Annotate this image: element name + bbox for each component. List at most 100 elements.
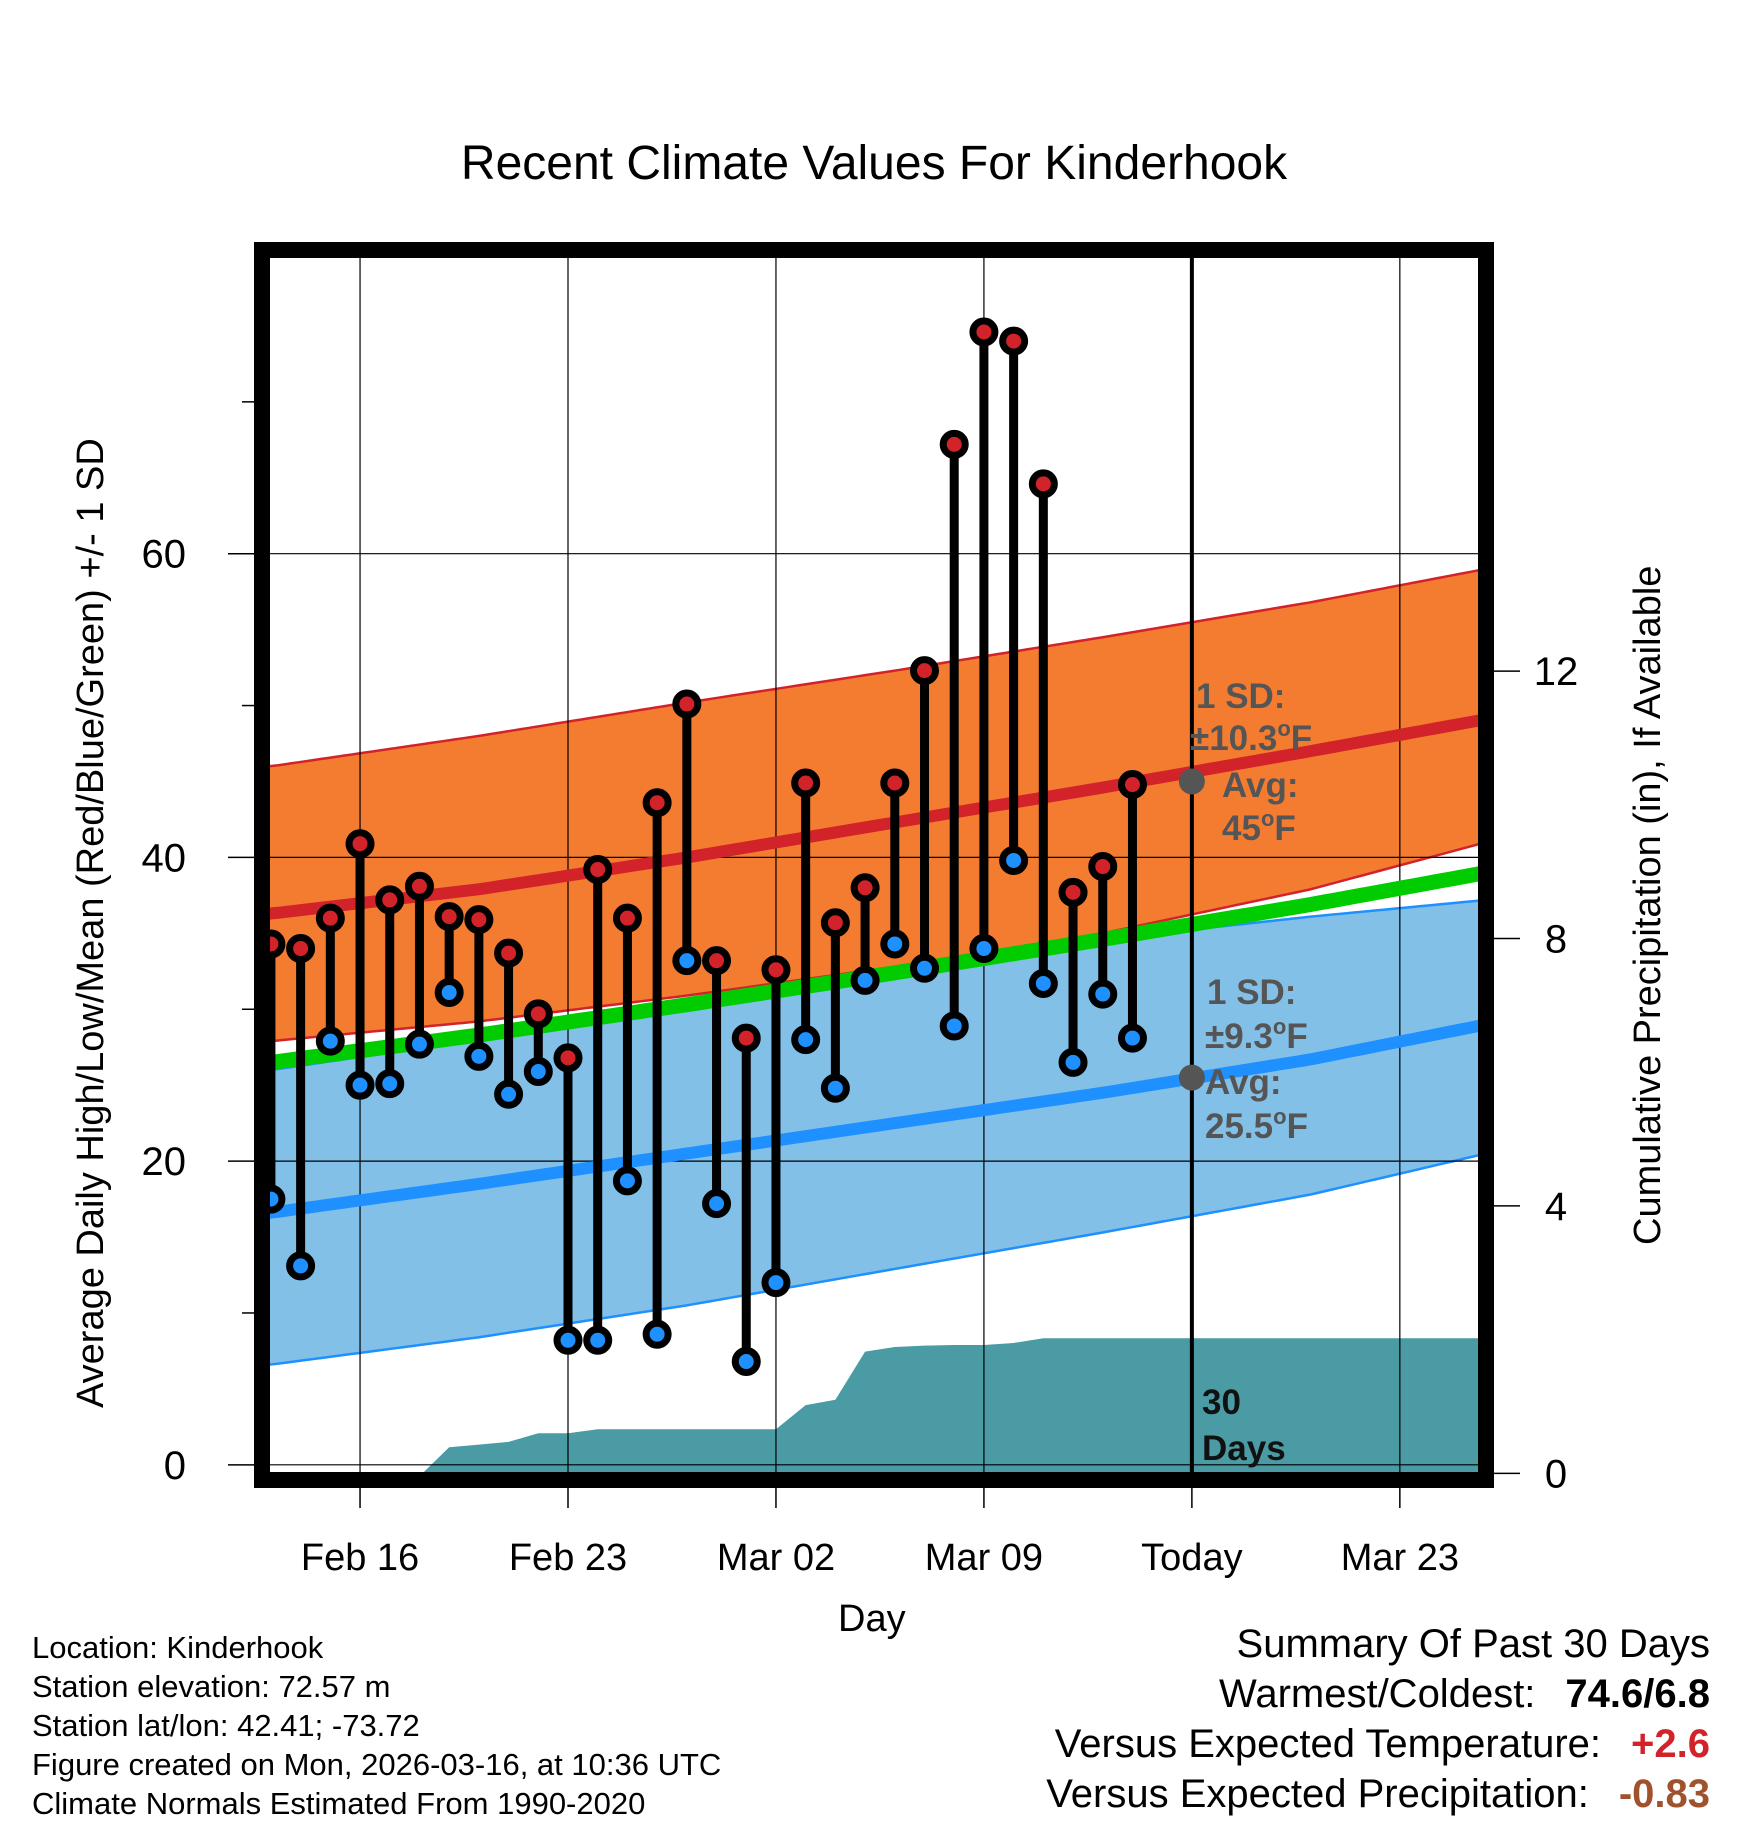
y-tick-label-right: 12 — [1534, 650, 1579, 694]
observed-high-point — [464, 905, 494, 935]
x-tick-label: Mar 02 — [717, 1537, 835, 1579]
observed-low-point — [404, 1029, 434, 1059]
observed-low-point — [642, 1319, 672, 1349]
low-avg-value: 25.5oF — [1205, 1104, 1308, 1146]
x-tick-label: Today — [1141, 1537, 1242, 1579]
observed-high-point — [880, 768, 910, 798]
x-tick-label: Feb 23 — [509, 1537, 627, 1579]
observed-low-point — [375, 1069, 405, 1099]
observed-high-point — [820, 908, 850, 938]
y-tick-label-right: 8 — [1545, 918, 1567, 962]
observed-low-point — [791, 1025, 821, 1055]
observed-low-point — [1028, 968, 1058, 998]
today-high-avg-marker — [1178, 768, 1205, 795]
observed-low-point — [731, 1347, 761, 1377]
plot-frame — [254, 242, 1494, 1488]
high-normal-line — [262, 714, 1482, 920]
observed-high-point — [1058, 877, 1088, 907]
observed-high-point — [315, 903, 345, 933]
observed-low-point — [850, 965, 880, 995]
observed-high-point — [969, 317, 999, 347]
x-tick-label: Feb 16 — [301, 1537, 419, 1579]
observed-low-point — [880, 929, 910, 959]
observed-high-point — [434, 902, 464, 932]
observed-low-point — [553, 1325, 583, 1355]
observed-high-point — [761, 955, 791, 985]
observed-low-point — [969, 934, 999, 964]
y-tick-label-left: 40 — [142, 836, 187, 880]
plot-area — [262, 250, 1486, 1480]
observed-low-point — [464, 1041, 494, 1071]
observed-low-point — [910, 953, 940, 983]
observed-low-point — [672, 946, 702, 976]
observed-high-point — [910, 656, 940, 686]
low-normal-line — [262, 1019, 1482, 1219]
low-sd-lower-edge — [262, 1153, 1481, 1366]
high-sd-upper-edge — [262, 568, 1481, 768]
temp-label: Versus Expected Temperature: — [1054, 1722, 1602, 1766]
summary-temp: Versus Expected Temperature: +2.6 — [1055, 1722, 1710, 1767]
observed-low-point — [612, 1166, 642, 1196]
low-sd-value: ±9.3oF — [1205, 1014, 1308, 1056]
observed-low-point — [702, 1189, 732, 1219]
y-tick-label-left: 60 — [142, 533, 187, 577]
days-label-line1: 30 — [1202, 1383, 1241, 1422]
observed-low-point — [1117, 1023, 1147, 1053]
low-sd-label: 1 SD: — [1207, 973, 1296, 1012]
y-tick-label-right: 0 — [1545, 1452, 1567, 1496]
observed-high-point — [791, 768, 821, 798]
created-text: Figure created on Mon, 2026-03-16, at 10… — [32, 1747, 722, 1782]
summary-heading: Summary Of Past 30 Days — [1236, 1622, 1710, 1666]
observed-high-point — [494, 938, 524, 968]
observed-low-point — [286, 1251, 316, 1281]
y-tick-label-left: 20 — [142, 1140, 187, 1184]
temp-value: +2.6 — [1631, 1722, 1710, 1766]
observed-high-point — [345, 829, 375, 859]
y-tick-label-right: 4 — [1545, 1185, 1567, 1229]
observed-low-point — [999, 845, 1029, 875]
y-tick-label-left: 0 — [164, 1444, 186, 1488]
observed-high-point — [939, 429, 969, 459]
latlon-text: Station lat/lon: 42.41; -73.72 — [32, 1708, 420, 1743]
observed-low-point — [820, 1073, 850, 1103]
precip-value: -0.83 — [1618, 1772, 1710, 1816]
chart-title: Recent Climate Values For Kinderhook — [460, 137, 1288, 190]
x-tick-label: Mar 23 — [1341, 1537, 1459, 1579]
footer-metadata: Location: Kinderhook Station elevation: … — [32, 1628, 721, 1823]
observed-high-point — [375, 885, 405, 915]
observed-high-point — [523, 999, 553, 1029]
observed-high-point — [850, 873, 880, 903]
observed-high-point — [1088, 852, 1118, 882]
warm-cold-value: 74.6/6.8 — [1565, 1672, 1710, 1716]
normals-text: Climate Normals Estimated From 1990-2020 — [32, 1786, 646, 1821]
elevation-text: Station elevation: 72.57 m — [32, 1669, 391, 1704]
observed-low-point — [494, 1079, 524, 1109]
observed-high-point — [286, 934, 316, 964]
summary-panel: Summary Of Past 30 Days — [1237, 1622, 1710, 1667]
observed-low-point — [761, 1268, 791, 1298]
y-axis-right-label: Cumulative Precipitation (in), If Availa… — [1627, 565, 1669, 1245]
observed-high-point — [731, 1023, 761, 1053]
high-sd-value: ±10.3oF — [1190, 716, 1312, 758]
today-low-avg-marker — [1178, 1064, 1205, 1091]
observed-high-point — [583, 855, 613, 885]
observed-high-point — [1028, 469, 1058, 499]
high-avg-value: 45oF — [1222, 806, 1296, 848]
high-avg-label: Avg: — [1222, 766, 1298, 805]
location-text: Location: Kinderhook — [32, 1630, 324, 1665]
low-avg-label: Avg: — [1205, 1063, 1281, 1102]
x-axis-label: Day — [838, 1598, 906, 1640]
summary-precip: Versus Expected Precipitation: -0.83 — [1046, 1772, 1710, 1817]
observed-high-point — [642, 788, 672, 818]
observed-high-point — [672, 689, 702, 719]
observed-low-point — [434, 978, 464, 1008]
observed-low-point — [315, 1026, 345, 1056]
observed-low-point — [583, 1325, 613, 1355]
observed-low-point — [523, 1057, 553, 1087]
y-axis-left-label: Average Daily High/Low/Mean (Red/Blue/Gr… — [70, 438, 112, 1408]
precipitation-area — [422, 1338, 1486, 1474]
x-tick-label: Mar 09 — [925, 1537, 1043, 1579]
observed-low-point — [345, 1070, 375, 1100]
high-sd-band — [262, 570, 1481, 1042]
